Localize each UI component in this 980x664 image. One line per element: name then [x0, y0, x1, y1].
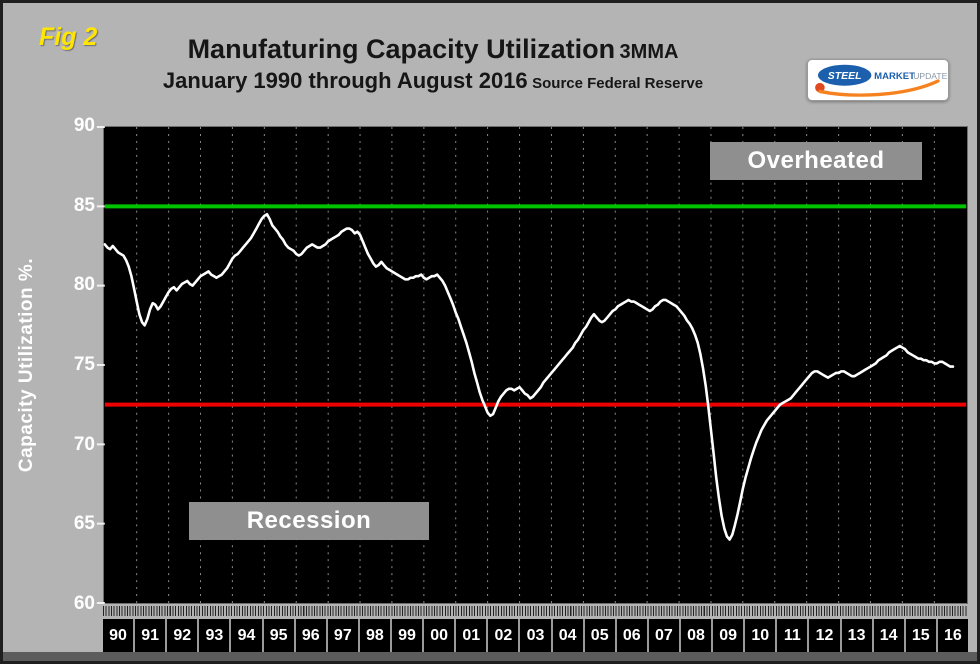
chart-title-suffix: 3MMA: [619, 41, 679, 63]
x-year-label: 94: [231, 619, 264, 652]
chart-title-text: Manufaturing Capacity Utilization: [187, 34, 616, 64]
y-tick-label: 65: [73, 513, 95, 535]
x-year-label: 00: [424, 619, 457, 652]
x-year-label: 98: [360, 619, 392, 652]
y-tick-label: 90: [73, 115, 95, 136]
x-year-label: 93: [199, 619, 232, 652]
x-year-label: 08: [681, 619, 714, 652]
x-year-label: 07: [649, 619, 681, 652]
y-tick-label: 70: [73, 433, 95, 455]
x-year-label: 95: [264, 619, 296, 652]
y-tick-label: 60: [73, 593, 95, 614]
x-year-label: 13: [842, 619, 874, 652]
chart-title: Manufaturing Capacity Utilization 3MMA: [123, 33, 743, 67]
y-tick-label: 80: [73, 274, 95, 296]
y-tick-label: 75: [73, 354, 95, 375]
plot-area: Overheated Recession: [96, 126, 968, 604]
logo-update-text: UPDATE: [913, 71, 947, 81]
x-year-label: 06: [617, 619, 649, 652]
x-axis-year-labels: 90 91 92 93 94 95 96 97 98 99 00 01 02 03 04 05 06 07 08 09…: [103, 619, 968, 652]
x-year-label: 04: [553, 619, 585, 652]
chart-canvas: [96, 126, 967, 604]
fig-number-label: Fig 2: [39, 23, 98, 51]
y-axis-title: Capacity Utilization %.: [16, 257, 37, 473]
x-year-label: 92: [167, 619, 200, 652]
x-axis-month-ticks: [103, 606, 968, 616]
steel-market-update-logo: STEEL MARKET UPDATE: [807, 59, 949, 101]
logo-market-text: MARKET: [874, 71, 915, 82]
logo-swoosh-icon: [818, 79, 940, 97]
overheated-label: Overheated: [710, 142, 922, 180]
chart-source-text: Source Federal Reserve: [532, 74, 704, 92]
y-axis-tick-labels: 60 65 70 75 80 85 90: [49, 3, 95, 661]
logo-ball-icon: [815, 82, 825, 93]
x-year-label: 15: [906, 619, 938, 652]
x-year-label: 14: [874, 619, 906, 652]
chart-subtitle: January 1990 through August 2016 Source …: [123, 67, 743, 95]
x-year-label: 12: [809, 619, 842, 652]
x-year-label: 90: [103, 619, 136, 652]
logo-steel-text: STEEL: [828, 71, 862, 82]
logo-graphic: STEEL MARKET UPDATE: [815, 64, 948, 97]
recession-label: Recession: [189, 502, 429, 540]
x-year-label: 99: [392, 619, 425, 652]
x-year-label: 91: [135, 619, 168, 652]
y-tick-label: 85: [73, 194, 95, 216]
logo-steel-ellipse: [818, 64, 872, 86]
x-year-label: 09: [713, 619, 746, 652]
x-year-label: 02: [488, 619, 521, 652]
x-year-label: 16: [944, 626, 962, 644]
title-block: Manufaturing Capacity Utilization 3MMA J…: [123, 33, 743, 94]
chart-subtitle-text: January 1990 through August 2016: [162, 67, 528, 93]
x-year-label: 10: [745, 619, 778, 652]
x-year-label: 03: [520, 619, 553, 652]
bottom-border-band: [3, 652, 977, 661]
x-year-label: 01: [456, 619, 489, 652]
x-year-label: 05: [585, 619, 617, 652]
x-year-label: 97: [328, 619, 360, 652]
x-year-label: 11: [777, 619, 810, 652]
x-year-label: 96: [296, 619, 328, 652]
